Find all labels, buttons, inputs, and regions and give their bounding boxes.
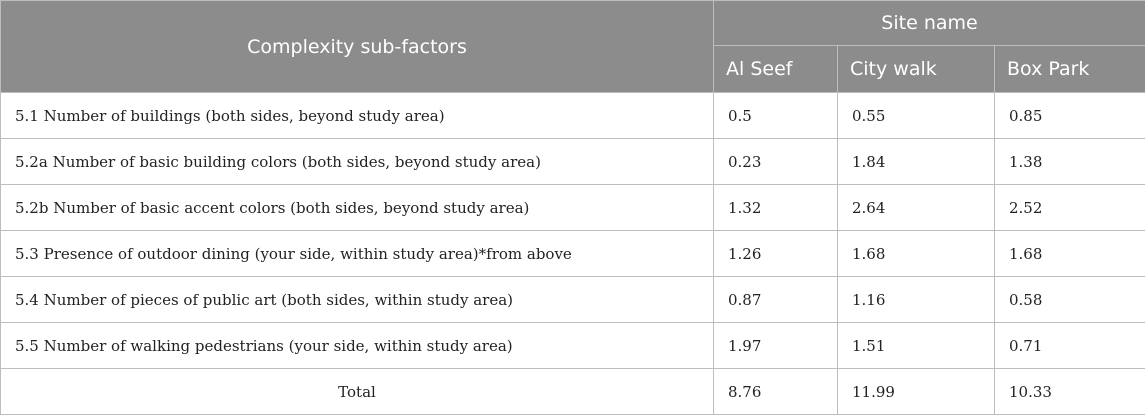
row-label: 5.2b Number of basic accent colors (both… [1,185,714,231]
total-label: Total [1,369,714,415]
row-label: 5.4 Number of pieces of public art (both… [1,277,714,323]
site-group-header: Site name [714,1,1145,46]
total-row: Total 8.76 11.99 10.33 [1,369,1145,415]
cell-box-park: 1.38 [995,139,1145,185]
cell-box-park: 0.85 [995,93,1145,139]
row-label: 5.5 Number of walking pedestrians (your … [1,323,714,369]
row-label: 5.3 Presence of outdoor dining (your sid… [1,231,714,277]
site-header-city-walk: City walk [838,46,995,93]
table-row: 5.5 Number of walking pedestrians (your … [1,323,1145,369]
cell-box-park: 0.58 [995,277,1145,323]
cell-al-seef: 1.26 [714,231,838,277]
cell-city-walk: 1.84 [838,139,995,185]
site-header-box-park: Box Park [995,46,1145,93]
header-row-top: Complexity sub-factors Site name [1,1,1145,46]
cell-city-walk: 2.64 [838,185,995,231]
cell-city-walk: 1.16 [838,277,995,323]
cell-al-seef: 1.97 [714,323,838,369]
cell-al-seef: 0.5 [714,93,838,139]
cell-city-walk: 1.51 [838,323,995,369]
cell-box-park: 0.71 [995,323,1145,369]
total-city-walk: 11.99 [838,369,995,415]
cell-al-seef: 0.87 [714,277,838,323]
factor-column-header: Complexity sub-factors [1,1,714,93]
table-row: 5.2b Number of basic accent colors (both… [1,185,1145,231]
total-box-park: 10.33 [995,369,1145,415]
cell-city-walk: 1.68 [838,231,995,277]
site-header-al-seef: Al Seef [714,46,838,93]
row-label: 5.2a Number of basic building colors (bo… [1,139,714,185]
total-al-seef: 8.76 [714,369,838,415]
cell-box-park: 1.68 [995,231,1145,277]
table-row: 5.1 Number of buildings (both sides, bey… [1,93,1145,139]
table-row: 5.3 Presence of outdoor dining (your sid… [1,231,1145,277]
table-row: 5.4 Number of pieces of public art (both… [1,277,1145,323]
cell-box-park: 2.52 [995,185,1145,231]
row-label: 5.1 Number of buildings (both sides, bey… [1,93,714,139]
table-row: 5.2a Number of basic building colors (bo… [1,139,1145,185]
cell-al-seef: 0.23 [714,139,838,185]
cell-al-seef: 1.32 [714,185,838,231]
cell-city-walk: 0.55 [838,93,995,139]
